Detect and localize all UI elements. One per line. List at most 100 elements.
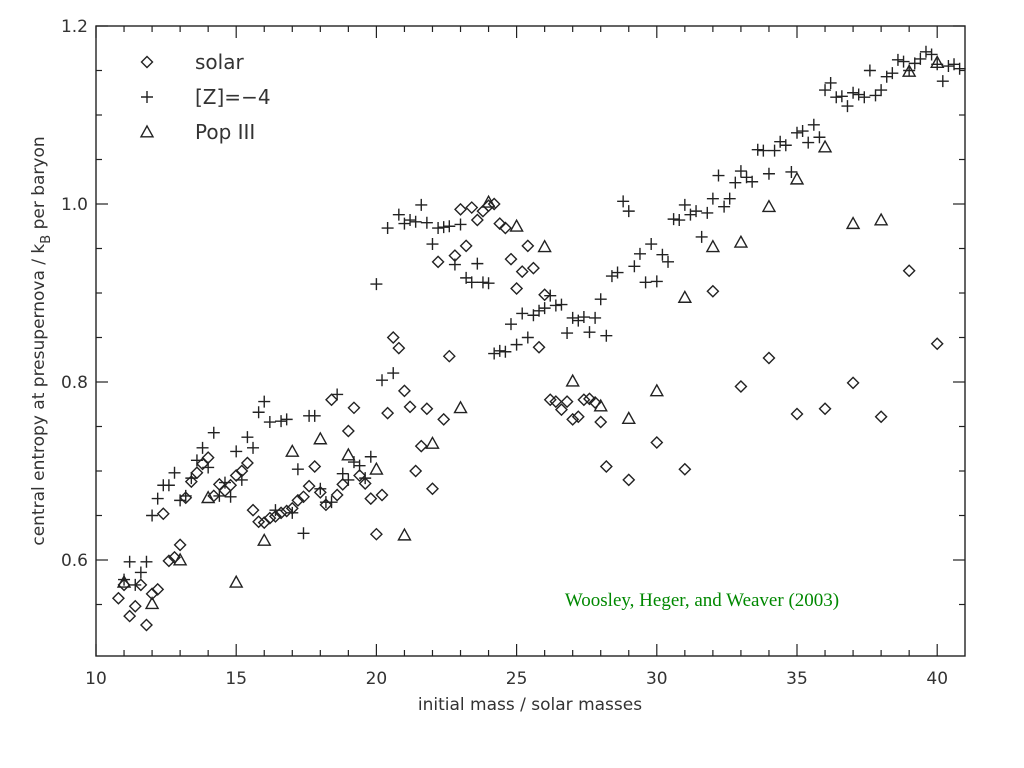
pop-iii-point — [369, 461, 384, 475]
z-minus-4-point — [813, 131, 826, 144]
y-tick-label: 1.2 — [61, 17, 88, 37]
pop-iii-point — [565, 373, 580, 387]
z-minus-4-point — [516, 307, 529, 320]
x-axis-title: initial mass / solar masses — [418, 695, 642, 715]
solar-point — [268, 509, 282, 523]
z-minus-4-point — [185, 472, 198, 485]
z-minus-4-point — [645, 238, 658, 251]
z-minus-4-point — [600, 329, 613, 342]
pop-iii-point — [341, 447, 356, 461]
solar-point — [846, 376, 860, 390]
z-minus-4-point — [942, 60, 955, 73]
z-minus-4-point — [662, 255, 675, 268]
z-minus-4-point — [701, 206, 714, 219]
z-minus-4-point — [914, 52, 927, 65]
z-minus-4-point — [633, 247, 646, 260]
z-minus-4-point — [723, 192, 736, 205]
z-minus-4-point — [847, 86, 860, 99]
z-minus-4-point — [504, 318, 517, 331]
solar-point — [583, 392, 596, 406]
solar-point — [504, 252, 518, 266]
plot-frame — [95, 25, 966, 657]
z-minus-4-point — [269, 504, 282, 517]
solar-point — [156, 507, 170, 521]
pop-iii-point — [509, 218, 524, 232]
solar-point — [420, 402, 434, 416]
pop-iii-point — [172, 552, 188, 566]
z-minus-4-point — [432, 222, 445, 235]
z-minus-4-point — [471, 257, 484, 270]
solar-point — [381, 406, 395, 420]
z-minus-4-point — [420, 216, 433, 229]
solar-point — [588, 395, 602, 409]
z-minus-4-point — [796, 125, 809, 138]
y-axis-title: central entropy at presupernova / kB per… — [29, 136, 54, 545]
z-minus-4-point — [858, 91, 871, 104]
z-minus-4-point — [426, 238, 439, 251]
solar-point — [560, 395, 574, 409]
solar-point — [297, 490, 310, 504]
z-minus-4-point — [762, 167, 775, 180]
solar-point — [302, 479, 316, 493]
x-tick-label: 30 — [646, 669, 668, 689]
solar-point — [549, 395, 563, 409]
z-minus-4-point — [168, 466, 181, 479]
solar-point — [369, 527, 383, 541]
solar-point — [341, 424, 355, 438]
x-tick-label: 15 — [225, 669, 247, 689]
z-minus-4-point — [549, 299, 562, 312]
solar-point — [184, 475, 198, 489]
z-minus-4-point — [123, 555, 136, 568]
pop-iii-point — [705, 239, 721, 253]
z-minus-4-point — [258, 395, 271, 408]
solar-point — [818, 402, 832, 416]
solar-point — [571, 410, 585, 424]
z-minus-4-point — [886, 67, 899, 80]
legend: solar [Z]=−4 Pop III — [139, 50, 271, 144]
pop-iii-point — [285, 443, 300, 457]
solar-point — [510, 282, 524, 296]
z-minus-4-point — [678, 198, 691, 211]
z-minus-4-point — [387, 367, 400, 380]
pop-iii-point — [789, 171, 805, 185]
z-minus-4-point — [280, 413, 293, 426]
pop-iii-point — [649, 383, 664, 397]
z-minus-4-point — [465, 276, 478, 289]
z-minus-4-point — [235, 473, 248, 486]
z-minus-4-point — [807, 118, 820, 131]
z-minus-4-series — [118, 45, 966, 591]
solar-point — [263, 511, 277, 525]
z-minus-4-point — [751, 143, 764, 156]
solar-point — [459, 239, 473, 253]
z-minus-4-point — [409, 215, 422, 228]
solar-point — [437, 412, 451, 426]
legend-label: solar — [195, 50, 244, 74]
z-minus-4-point — [802, 136, 815, 149]
pop-iii-point — [930, 55, 945, 68]
pop-iii-point — [845, 216, 861, 230]
solar-point — [487, 197, 501, 211]
z-minus-4-point — [263, 416, 276, 429]
z-minus-4-point — [538, 302, 551, 315]
z-minus-4-point — [454, 218, 467, 231]
pop-iii-point — [677, 290, 693, 303]
z-minus-4-point — [146, 509, 159, 522]
z-minus-4-point — [673, 214, 686, 227]
solar-point — [291, 493, 305, 507]
z-minus-4-point — [448, 258, 461, 271]
solar-point — [313, 485, 327, 499]
z-minus-4-point — [791, 126, 803, 139]
z-minus-4-point — [555, 298, 568, 311]
solar-point — [706, 284, 720, 298]
z-minus-4-point — [129, 578, 142, 591]
solar-point — [521, 239, 535, 253]
pop-iii-point — [425, 435, 440, 449]
z-minus-4-point — [224, 490, 237, 503]
z-minus-4-point — [291, 463, 304, 476]
solar-point — [498, 221, 512, 235]
solar-point — [566, 412, 580, 426]
x-tick-label: 25 — [506, 669, 528, 689]
solar-point — [409, 464, 423, 478]
z-minus-4-point — [364, 450, 377, 463]
